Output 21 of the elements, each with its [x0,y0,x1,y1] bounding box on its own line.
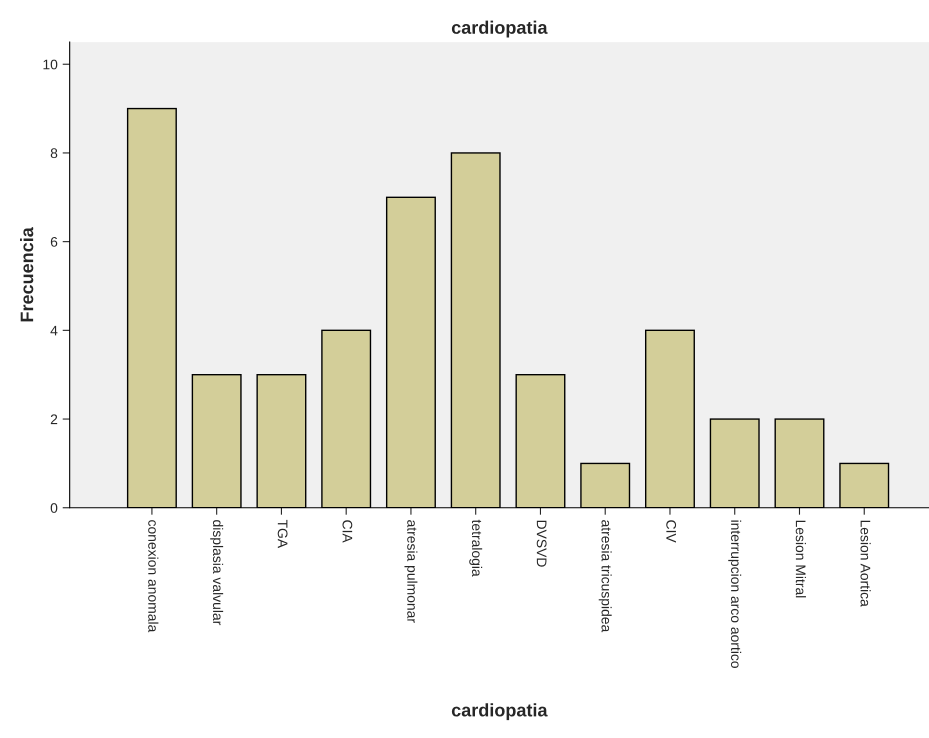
y-tick-label: 6 [50,236,58,247]
x-tick-label: atresia tricuspidea [598,520,612,632]
x-tick-label: displasia valvular [210,520,224,626]
x-tick-label: DVSVD [536,520,547,567]
x-axis-title: cardiopatia [452,703,548,720]
x-tick-label: conexion anomala [148,520,158,632]
y-tick-label: 0 [50,503,58,513]
chart-title: cardiopatia [452,20,548,38]
y-tick-label: 10 [43,60,58,70]
y-tick-label: 8 [50,148,58,158]
x-tick-label: CIV [666,520,676,543]
x-tick-label: interrupcion arco aortico [728,520,742,668]
x-tick-label: Lesion Aortica [860,520,871,607]
x-tick-label: CIA [342,520,352,543]
y-tick-label: 4 [50,326,58,336]
x-tick-label: atresia pulmonar [404,520,418,623]
x-tick-label: tetralogia [469,520,482,577]
y-tick-label: 2 [50,414,58,424]
x-tick-label: TGA [278,520,288,548]
y-axis-title: Frecuencia [20,227,34,322]
x-tick-label: Lesion Mitral [796,520,806,598]
